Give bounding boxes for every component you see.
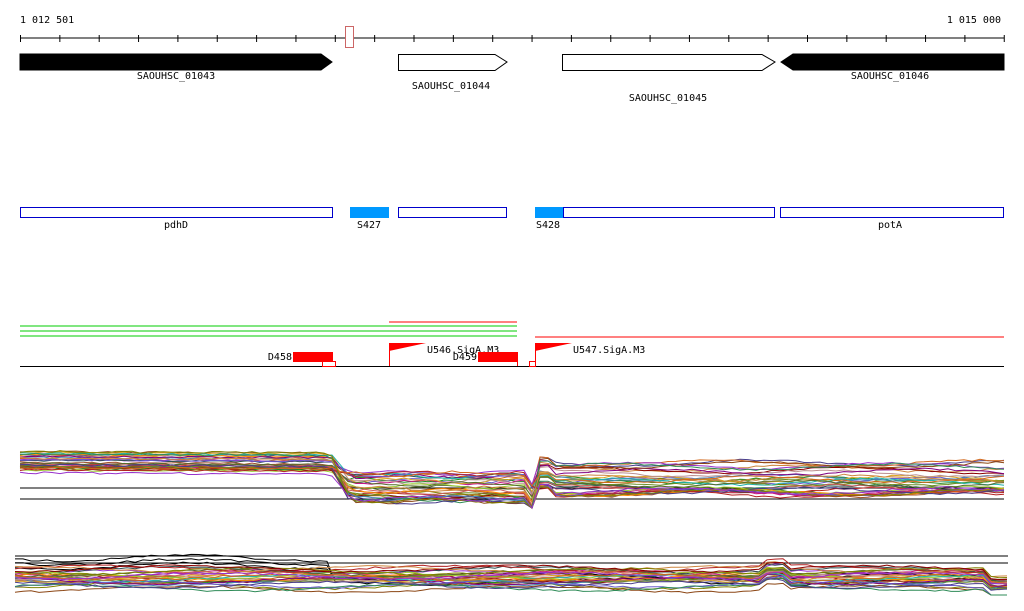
coordinate-end-label: 1 015 000 [947, 15, 1001, 26]
expression-profile-track-2[interactable] [14, 553, 1008, 596]
expression-profile-line [15, 571, 1008, 585]
gene-label: SAOUHSC_01046 [851, 71, 929, 82]
gene-arrow[interactable] [19, 53, 333, 71]
feature-box[interactable] [780, 207, 1004, 218]
segment-label: U546.SigA.M3 [427, 345, 499, 356]
coordinate-start-label: 1 012 501 [20, 15, 74, 26]
gene-saouhsc-01045[interactable]: SAOUHSC_01045 [562, 54, 776, 105]
expression-profile-line [14, 561, 1008, 581]
feature-unnamed-1[interactable] [398, 207, 507, 218]
annotation-track: pdhD S427 S428 potA [20, 207, 1004, 232]
expression-profile-line [19, 468, 1005, 499]
expression-profile-line [20, 459, 1005, 493]
feature-box[interactable] [398, 207, 507, 218]
gene-arrow[interactable] [780, 53, 1005, 71]
gene-label: SAOUHSC_01045 [629, 93, 707, 104]
expression-profile-line [19, 466, 1005, 493]
feature-pdhd[interactable]: pdhD [20, 207, 333, 232]
expression-profile-line [14, 582, 1007, 596]
segment-track: D458 U546.SigA.M3 D459 U547.SigA.M3 [20, 321, 1004, 367]
segment-box[interactable] [478, 352, 517, 362]
expression-profile-line [14, 568, 1008, 581]
feature-box[interactable] [563, 207, 775, 218]
srna-label: S427 [357, 220, 381, 231]
coordinate-ruler: 1 012 501 1 015 000 [20, 15, 1005, 48]
feature-pota[interactable]: potA [780, 207, 1004, 232]
expression-profile-line [14, 578, 1008, 591]
selection-marker[interactable] [345, 26, 354, 48]
expression-profile-line [14, 571, 1008, 584]
expression-profile-line [20, 456, 1005, 509]
expression-profile-line [19, 466, 1005, 487]
gene-saouhsc-01046[interactable]: SAOUHSC_01046 [780, 53, 1005, 82]
segment-tail [529, 361, 536, 367]
segment-tail [322, 361, 336, 367]
srna-box[interactable] [535, 207, 563, 218]
feature-box[interactable] [20, 207, 333, 218]
expression-profile-line [19, 463, 1004, 506]
gene-track: SAOUHSC_01043 SAOUHSC_01044 SAOUHSC_0104… [19, 53, 1005, 105]
segment-label: D458 [268, 352, 292, 363]
expression-profile-line [19, 465, 1005, 508]
expression-profile-line [19, 450, 1005, 509]
expression-profile-line [19, 456, 1005, 503]
feature-unnamed-2[interactable] [563, 207, 775, 218]
gene-arrow[interactable] [562, 54, 776, 71]
expression-profile-line [19, 462, 1005, 498]
feature-label: pdhD [164, 220, 188, 231]
gene-saouhsc-01044[interactable]: SAOUHSC_01044 [398, 54, 508, 93]
srna-label: S428 [536, 220, 560, 231]
gene-label: SAOUHSC_01044 [412, 81, 490, 92]
promoter-flag[interactable] [389, 343, 426, 351]
gene-label: SAOUHSC_01043 [137, 71, 215, 82]
gene-saouhsc-01043[interactable]: SAOUHSC_01043 [19, 53, 333, 82]
expression-profile-line [14, 563, 1008, 581]
expression-profile-line [19, 457, 1005, 509]
segment-label: D459 [453, 352, 477, 363]
expression-profile-line [14, 566, 1008, 579]
gene-arrow[interactable] [398, 54, 508, 71]
expression-profile-line [14, 571, 1008, 583]
expression-profile-line [19, 471, 1005, 510]
srna-s427[interactable]: S427 [350, 207, 389, 231]
ruler-ticks [20, 35, 1005, 42]
expression-profile-track-1[interactable] [19, 450, 1005, 510]
segment-label: U547.SigA.M3 [573, 345, 645, 356]
segment-d458[interactable]: D458 [268, 352, 336, 367]
feature-label: potA [878, 220, 902, 231]
expression-profile-line [14, 573, 1008, 587]
segment-box[interactable] [293, 352, 333, 362]
srna-s428[interactable]: S428 [535, 207, 563, 231]
segment-d459[interactable]: D459 [453, 352, 518, 366]
segment-u547[interactable]: U547.SigA.M3 [529, 343, 646, 367]
promoter-flag[interactable] [535, 343, 572, 351]
srna-box[interactable] [350, 207, 389, 218]
segment-u546[interactable]: U546.SigA.M3 [389, 343, 499, 366]
expression-profile-line [14, 575, 1007, 596]
